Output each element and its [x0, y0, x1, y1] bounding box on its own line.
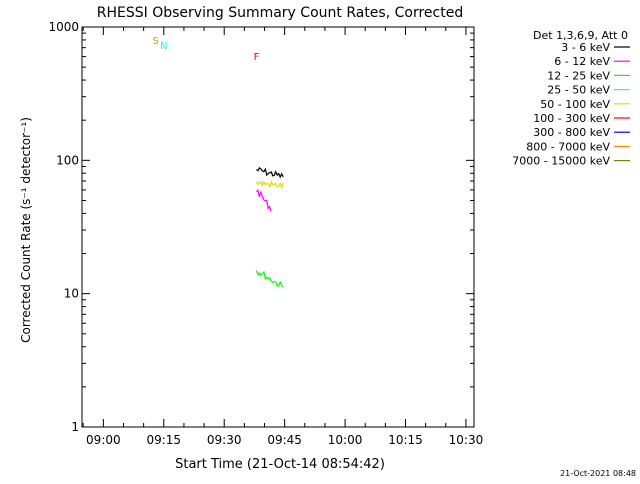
- y-tick-label: 10: [64, 287, 79, 301]
- legend-label: 6 - 12 keV: [554, 55, 610, 68]
- annotation-label: F: [254, 52, 260, 63]
- y-axis-label: Corrected Count Rate (s⁻¹ detector⁻¹): [19, 117, 33, 343]
- legend-label: 800 - 7000 keV: [526, 140, 610, 153]
- series-line: [255, 270, 284, 288]
- series-line: [255, 180, 284, 190]
- x-tick-label: 10:15: [388, 433, 423, 447]
- x-tick-label: 09:15: [146, 433, 181, 447]
- chart-title: RHESSI Observing Summary Count Rates, Co…: [97, 5, 463, 21]
- legend-label: 300 - 800 keV: [533, 126, 610, 139]
- legend-title: Det 1,3,6,9, Att 0: [533, 29, 628, 42]
- legend-label: 12 - 25 keV: [547, 69, 610, 82]
- x-tick-label: 09:00: [86, 433, 121, 447]
- annotation-label: N: [160, 41, 167, 52]
- annotation-label: S: [153, 36, 159, 47]
- x-tick-label: 09:30: [207, 433, 242, 447]
- x-tick-label: 10:30: [449, 433, 484, 447]
- legend-label: 25 - 50 keV: [547, 84, 610, 97]
- legend-label: 50 - 100 keV: [540, 98, 610, 111]
- footer-date: 21-Oct-2021 08:48: [560, 469, 636, 478]
- plot-frame: [81, 26, 475, 428]
- y-tick-label: 1000: [48, 20, 79, 34]
- x-tick-label: 10:00: [328, 433, 363, 447]
- series-line: [255, 189, 272, 212]
- y-tick-label: 1: [71, 420, 79, 434]
- x-tick-label: 09:45: [267, 433, 302, 447]
- x-axis-label: Start Time (21-Oct-14 08:54:42): [175, 457, 385, 472]
- y-tick-label: 100: [56, 153, 79, 167]
- legend-label: 3 - 6 keV: [561, 41, 610, 54]
- legend-label: 100 - 300 keV: [533, 112, 610, 125]
- legend-label: 7000 - 15000 keV: [512, 155, 610, 168]
- series-line: [256, 166, 284, 179]
